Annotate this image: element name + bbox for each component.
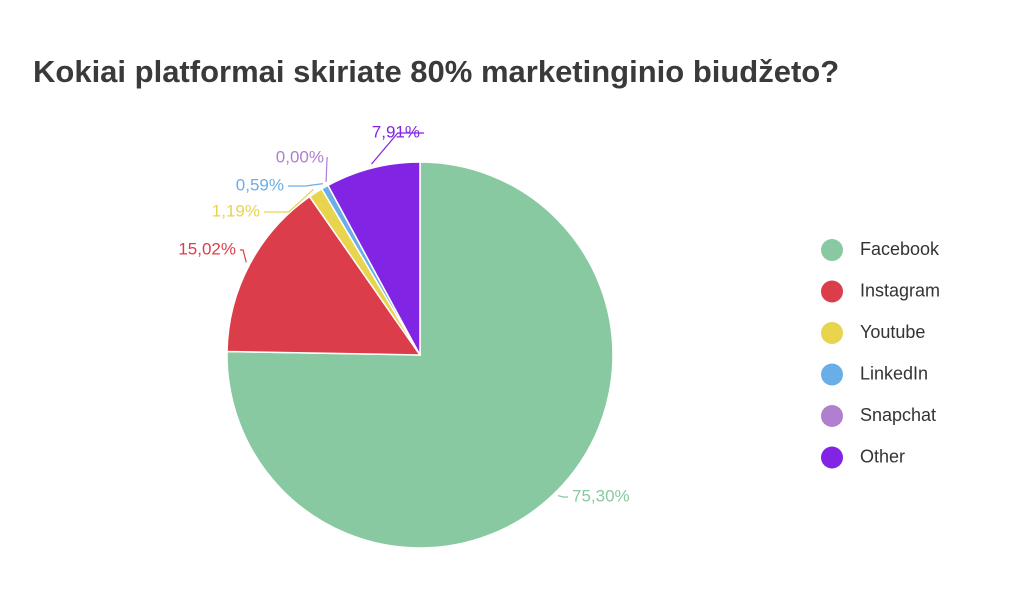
value-label: 75,30% — [572, 486, 630, 505]
value-label: 0,59% — [236, 175, 284, 194]
legend-text: Facebook — [860, 239, 940, 259]
legend-marker — [821, 322, 843, 344]
leader-line — [557, 494, 568, 498]
legend-marker — [821, 363, 843, 386]
legend-text: Youtube — [860, 322, 925, 342]
legend-marker — [821, 446, 843, 469]
legend-text: Other — [860, 446, 905, 466]
leader-line — [240, 249, 247, 263]
legend-text: LinkedIn — [860, 363, 928, 383]
legend-marker — [821, 239, 843, 261]
chart-title: Kokiai platformai skiriate 80% marketing… — [33, 54, 839, 89]
value-label: 1,19% — [212, 201, 260, 220]
value-label: 0,00% — [276, 147, 324, 166]
legend-marker — [821, 280, 843, 303]
value-label: 15,02% — [178, 239, 236, 258]
leader-line — [325, 157, 328, 182]
value-label: 7,91% — [372, 122, 420, 141]
leader-line — [264, 188, 314, 213]
pie-slice — [326, 161, 421, 356]
legend-text: Snapchat — [860, 405, 936, 425]
leader-line — [371, 132, 424, 165]
pie-slice — [226, 195, 422, 356]
legend-marker — [821, 405, 843, 427]
leader-line — [288, 183, 323, 187]
legend-text: Instagram — [860, 280, 940, 300]
